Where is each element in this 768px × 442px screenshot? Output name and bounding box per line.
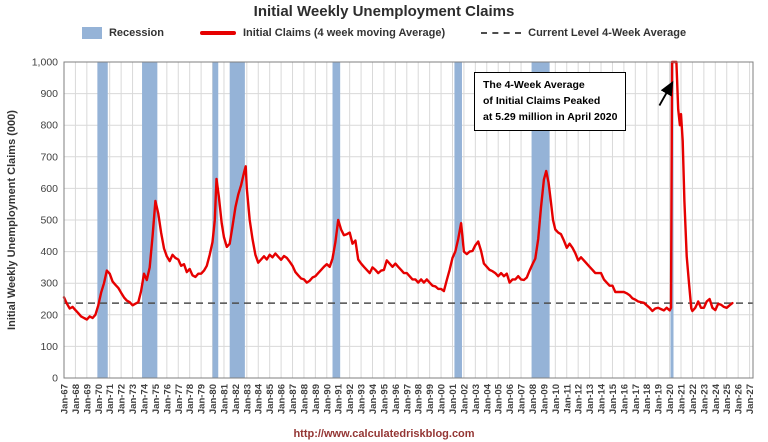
recession-band (229, 62, 245, 378)
x-tick-label: Jan-98 (414, 384, 425, 414)
x-tick-label: Jan-83 (242, 384, 253, 414)
recession-swatch-icon (81, 27, 102, 39)
x-tick-label: Jan-78 (185, 384, 196, 414)
x-tick-label: Jan-26 (734, 384, 745, 414)
y-tick-label: 800 (40, 120, 58, 132)
chart-title: Initial Weekly Unemployment Claims (253, 3, 515, 20)
legend-item-current-level: Current Level 4-Week Average (481, 27, 686, 39)
x-tick-label: Jan-71 (105, 383, 116, 414)
x-tick-label: Jan-10 (551, 384, 562, 414)
x-tick-label: Jan-70 (94, 384, 105, 414)
y-tick-label: 500 (40, 215, 58, 227)
peak-annotation-box: The 4-Week Average of Initial Claims Pea… (474, 72, 627, 132)
x-tick-label: Jan-86 (277, 384, 288, 414)
x-tick-label: Jan-84 (254, 383, 265, 414)
x-tick-label: Jan-96 (391, 384, 402, 414)
source-url: http://www.calculatedriskblog.com (293, 428, 475, 440)
x-tick-label: Jan-08 (528, 384, 539, 414)
y-tick-label: 900 (40, 88, 58, 100)
x-tick-label: Jan-09 (539, 384, 550, 414)
x-tick-label: Jan-16 (619, 384, 630, 414)
x-tick-label: Jan-23 (699, 384, 710, 414)
x-tick-label: Jan-76 (162, 384, 173, 414)
x-tick-label: Jan-93 (357, 384, 368, 414)
x-tick-label: Jan-25 (722, 383, 733, 414)
x-tick-label: Jan-18 (642, 384, 653, 414)
x-tick-label: Jan-74 (140, 383, 151, 414)
x-tick-label: Jan-04 (482, 383, 493, 414)
x-tick-label: Jan-72 (117, 384, 128, 414)
x-tick-label: Jan-89 (311, 384, 322, 414)
y-tick-label: 1,000 (32, 57, 58, 69)
x-tick-label: Jan-19 (654, 384, 665, 414)
x-tick-label: Jan-01 (448, 383, 459, 414)
x-tick-label: Jan-73 (128, 384, 139, 414)
x-tick-label: Jan-99 (425, 384, 436, 414)
recession-band (332, 62, 341, 378)
x-tick-label: Jan-07 (517, 384, 528, 414)
x-tick-label: Jan-80 (208, 384, 219, 414)
x-tick-label: Jan-21 (677, 383, 688, 414)
x-tick-label: Jan-06 (505, 384, 516, 414)
y-tick-label: 700 (40, 151, 58, 163)
x-tick-label: Jan-90 (322, 384, 333, 414)
chart-legend: Recession Initial Claims (4 week moving … (0, 27, 768, 39)
x-tick-label: Jan-97 (402, 384, 413, 414)
legend-item-initial-claims: Initial Claims (4 week moving Average) (199, 27, 446, 39)
x-tick-label: Jan-02 (459, 384, 470, 414)
x-tick-label: Jan-13 (585, 384, 596, 414)
legend-item-recession: Recession (81, 27, 164, 39)
x-tick-label: Jan-03 (471, 384, 482, 414)
x-tick-label: Jan-91 (334, 383, 345, 414)
x-tick-label: Jan-20 (665, 384, 676, 414)
x-tick-label: Jan-95 (379, 383, 390, 414)
recession-band (97, 62, 108, 378)
x-tick-label: Jan-92 (345, 384, 356, 414)
dashed-line-swatch-icon (481, 32, 522, 34)
x-tick-label: Jan-88 (300, 384, 311, 414)
y-tick-label: 600 (40, 183, 58, 195)
x-tick-label: Jan-05 (494, 383, 505, 414)
claims-line-swatch-icon (199, 31, 236, 35)
y-tick-label: 100 (40, 341, 58, 353)
x-tick-label: Jan-77 (174, 384, 185, 414)
legend-label-initial-claims: Initial Claims (4 week moving Average) (242, 27, 446, 39)
recession-band (142, 62, 158, 378)
x-tick-label: Jan-87 (288, 384, 299, 414)
x-tick-label: Jan-68 (71, 384, 82, 414)
x-tick-label: Jan-15 (608, 383, 619, 414)
plot-border (63, 61, 754, 379)
x-tick-label: Jan-94 (368, 383, 379, 414)
x-tick-label: Jan-81 (220, 383, 231, 414)
x-tick-label: Jan-67 (60, 384, 71, 414)
claims-line (62, 60, 734, 321)
legend-label-recession: Recession (108, 27, 164, 39)
recession-band (454, 62, 462, 378)
x-tick-label: Jan-11 (562, 383, 573, 413)
annotation-arrow-icon (658, 80, 674, 106)
y-tick-label: 200 (40, 309, 58, 321)
x-tick-label: Jan-69 (82, 384, 93, 414)
y-tick-label: 400 (40, 246, 58, 258)
x-tick-label: Jan-22 (688, 384, 699, 414)
x-tick-label: Jan-12 (574, 384, 585, 414)
x-tick-label: Jan-14 (597, 383, 608, 414)
x-tick-label: Jan-27 (745, 384, 756, 414)
y-tick-label: 300 (40, 278, 58, 290)
x-tick-label: Jan-85 (265, 383, 276, 414)
x-tick-label: Jan-82 (231, 384, 242, 414)
y-tick-label: 0 (52, 373, 58, 385)
legend-label-current-level: Current Level 4-Week Average (528, 27, 687, 39)
x-tick-label: Jan-00 (437, 384, 448, 414)
x-tick-label: Jan-75 (151, 383, 162, 414)
x-tick-label: Jan-24 (711, 383, 722, 414)
x-tick-label: Jan-17 (631, 384, 642, 414)
x-tick-label: Jan-79 (197, 384, 208, 414)
